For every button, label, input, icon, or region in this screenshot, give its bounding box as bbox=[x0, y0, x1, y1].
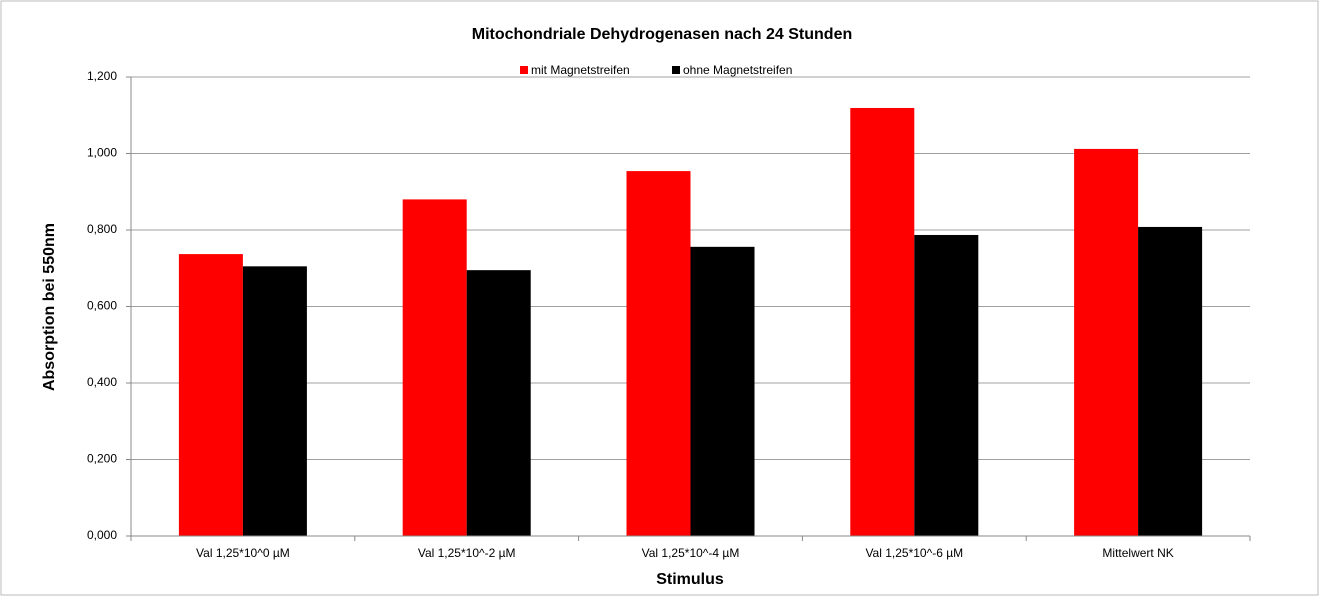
bar bbox=[1074, 148, 1139, 536]
bar bbox=[402, 199, 467, 536]
bar bbox=[626, 171, 691, 536]
legend-swatch bbox=[672, 66, 680, 74]
legend-swatch bbox=[520, 66, 528, 74]
y-tick-label: 1,000 bbox=[87, 146, 117, 160]
bar bbox=[850, 107, 915, 537]
y-tick-label: 0,200 bbox=[87, 452, 117, 466]
bar bbox=[466, 270, 531, 536]
x-tick-label: Val 1,25*10^0 µM bbox=[196, 546, 290, 560]
y-tick-label: 0,800 bbox=[87, 222, 117, 236]
x-tick-label: Val 1,25*10^-2 µM bbox=[418, 546, 516, 560]
legend-label: ohne Magnetstreifen bbox=[683, 63, 792, 77]
bar bbox=[178, 254, 243, 536]
bar bbox=[690, 246, 755, 536]
y-tick-label: 1,200 bbox=[87, 69, 117, 83]
bar bbox=[1138, 226, 1203, 536]
x-tick-label: Val 1,25*10^-6 µM bbox=[865, 546, 963, 560]
legend-label: mit Magnetstreifen bbox=[531, 63, 630, 77]
x-tick-label: Val 1,25*10^-4 µM bbox=[642, 546, 740, 560]
bar bbox=[914, 234, 979, 536]
chart-title: Mitochondriale Dehydrogenasen nach 24 St… bbox=[472, 26, 853, 43]
x-axis-label: Stimulus bbox=[656, 571, 724, 588]
y-tick-label: 0,400 bbox=[87, 375, 117, 389]
y-tick-label: 0,000 bbox=[87, 528, 117, 542]
x-tick-label: Mittelwert NK bbox=[1102, 546, 1173, 560]
y-axis-label: Absorption bei 550nm bbox=[41, 223, 58, 391]
y-tick-label: 0,600 bbox=[87, 299, 117, 313]
bar bbox=[242, 266, 307, 536]
